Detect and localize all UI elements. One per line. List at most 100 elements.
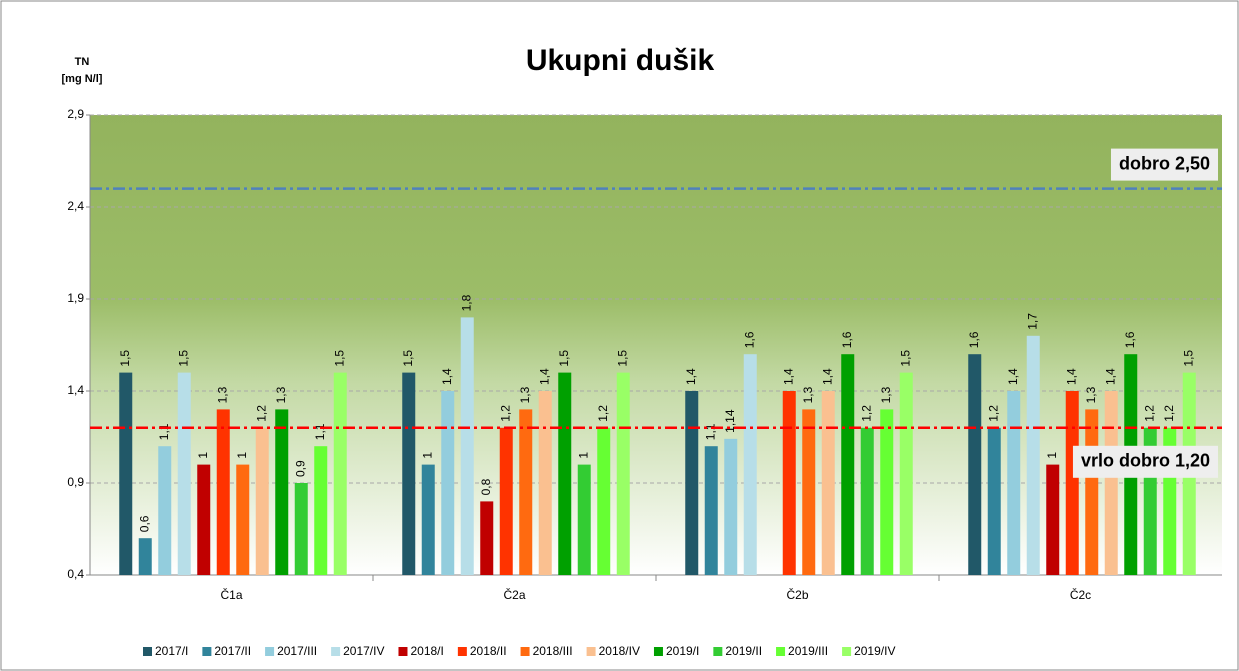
legend-swatch: [776, 647, 786, 656]
data-label: 1: [1045, 452, 1059, 459]
data-label: 1,4: [1006, 368, 1020, 385]
y-tick-label: 0,4: [67, 567, 84, 581]
data-label: 1,2: [1142, 405, 1156, 422]
data-label: 1,14: [723, 409, 737, 433]
data-label: 1,7: [1025, 313, 1039, 330]
reference-label-box: [1072, 445, 1218, 478]
bar: [880, 409, 894, 575]
legend-swatch: [398, 647, 408, 656]
legend-swatch: [331, 647, 341, 656]
data-label: 1,5: [557, 350, 571, 367]
chart-title: Ukupni dušik: [526, 44, 715, 77]
data-label: 1,5: [118, 350, 132, 367]
bar: [158, 446, 172, 575]
legend-label: 2017/III: [277, 644, 317, 658]
legend-swatch: [202, 647, 212, 656]
bar: [314, 446, 328, 575]
bar: [460, 317, 474, 575]
bar: [577, 464, 591, 575]
bar: [1026, 335, 1040, 575]
data-label: 1,6: [742, 331, 756, 348]
bar: [616, 372, 630, 575]
y-tick-label: 1,4: [67, 383, 84, 397]
bar: [236, 464, 250, 575]
legend-label: 2017/II: [214, 644, 251, 658]
bar: [987, 427, 1001, 575]
bar: [294, 483, 308, 575]
bar: [1104, 391, 1118, 575]
y-tick-label: 1,9: [67, 291, 84, 305]
data-label: 1,3: [215, 386, 229, 403]
x-tick-label: Č2b: [786, 587, 808, 602]
bar: [860, 427, 874, 575]
bar: [968, 354, 982, 575]
legend-swatch: [265, 647, 275, 656]
bar: [333, 372, 347, 575]
legend-swatch: [586, 647, 596, 656]
reference-label-box: [1110, 148, 1218, 181]
data-label: 1,2: [254, 405, 268, 422]
bar: [421, 464, 435, 575]
x-tick-label: Č2c: [1070, 587, 1091, 602]
data-label: 1,4: [781, 368, 795, 385]
bar: [255, 427, 269, 575]
reference-label: vrlo dobro 1,20: [1072, 445, 1218, 478]
legend-swatch: [842, 647, 852, 656]
bar: [275, 409, 289, 575]
data-label: 1,5: [332, 350, 346, 367]
data-label: 1,4: [440, 368, 454, 385]
bar: [197, 464, 211, 575]
data-label: 1,4: [1103, 368, 1117, 385]
legend-label: 2018/I: [410, 644, 443, 658]
data-label: 1: [420, 452, 434, 459]
legend-label: 2018/II: [470, 644, 507, 658]
data-label: 1,2: [986, 405, 1000, 422]
data-label: 1,5: [615, 350, 629, 367]
data-label: 1,2: [498, 405, 512, 422]
data-label: 1,5: [401, 350, 415, 367]
data-label: 1,4: [1064, 368, 1078, 385]
data-label: 0,6: [137, 515, 151, 532]
data-label: 1: [235, 452, 249, 459]
data-label: 1,3: [879, 386, 893, 403]
legend-swatch: [653, 647, 663, 656]
bar: [119, 372, 133, 575]
bar: [841, 354, 855, 575]
bar: [519, 409, 533, 575]
bar: [1065, 391, 1079, 575]
data-label: 1,2: [1162, 405, 1176, 422]
data-label: 1,4: [684, 368, 698, 385]
data-label: 1,3: [801, 386, 815, 403]
legend-label: 2019/II: [725, 644, 762, 658]
data-label: 1,1: [313, 423, 327, 440]
data-label: 1,1: [157, 423, 171, 440]
data-label: 1,3: [274, 386, 288, 403]
bar: [538, 391, 552, 575]
legend-label: 2018/IV: [599, 644, 640, 658]
bar: [743, 354, 757, 575]
y-axis-label: [mg N/l]: [62, 73, 103, 85]
reference-label-text: vrlo dobro 1,20: [1081, 451, 1210, 471]
data-label: 1,5: [898, 350, 912, 367]
data-label: 1,6: [1123, 331, 1137, 348]
bar: [177, 372, 191, 575]
data-label: 1,3: [1084, 386, 1098, 403]
data-label: 1,1: [703, 423, 717, 440]
legend-swatch: [520, 647, 530, 656]
data-label: 0,8: [479, 478, 493, 495]
legend-label: 2019/IV: [854, 644, 895, 658]
bar: [899, 372, 913, 575]
legend-swatch: [457, 647, 467, 656]
data-label: 1: [576, 452, 590, 459]
reference-label-text: dobro 2,50: [1119, 153, 1210, 173]
data-label: 1,4: [537, 368, 551, 385]
data-label: 1,8: [459, 294, 473, 311]
data-label: 1,3: [518, 386, 532, 403]
bar: [1085, 409, 1099, 575]
data-label: 0,9: [293, 460, 307, 477]
bar: [802, 409, 816, 575]
bar: [782, 391, 796, 575]
bar: [821, 391, 835, 575]
bar: [1007, 391, 1021, 575]
